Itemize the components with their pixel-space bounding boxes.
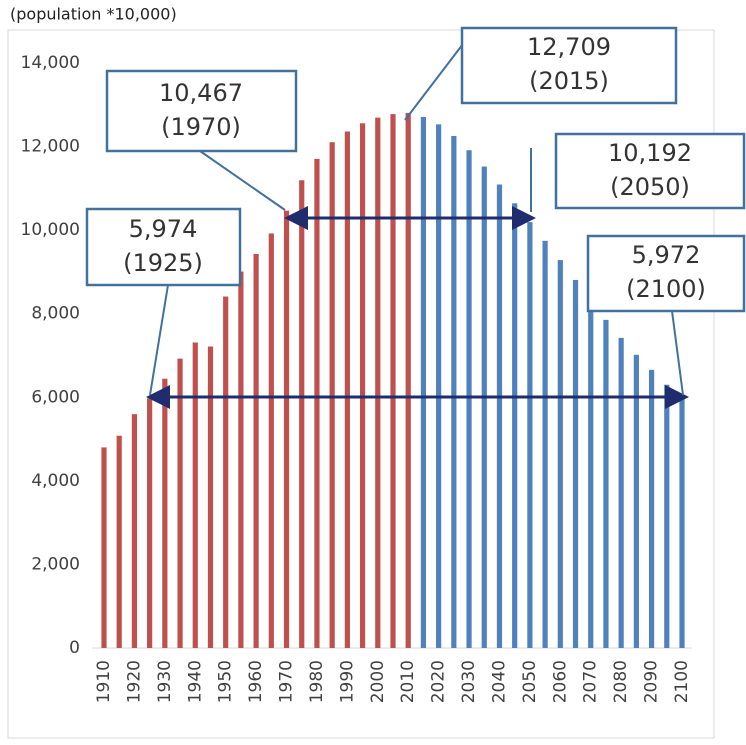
x-tick-label: 2070 [581,660,601,703]
annotation-value: 5,972 [632,241,701,269]
x-tick-label: 2090 [642,660,662,703]
bar [542,240,548,648]
annotation-box [85,207,242,287]
annotation-year: (2050) [610,173,690,201]
x-tick-label: 2000 [368,660,388,703]
annotation-value: 10,192 [608,139,692,167]
bar [268,233,274,649]
bar [557,260,563,648]
annotations: 12,709 (2015) 10,467 (1970) 10,192 (2050… [85,26,746,313]
annotation-year: (1970) [161,113,241,141]
annotation-value: 10,467 [159,79,243,107]
bar [451,135,457,648]
x-tick-label: 1970 [277,660,297,703]
x-tick-label: 1930 [155,660,175,703]
bar [405,112,411,648]
bar [375,117,381,648]
x-tick-label: 1980 [307,660,327,703]
leader-line [671,310,684,396]
x-tick-label: 1960 [246,660,266,703]
x-tick-label: 2060 [550,660,570,703]
bar [572,279,579,648]
bar [253,253,259,649]
x-tick-label: 2050 [520,660,540,703]
chart-frame [7,29,715,739]
x-tick-label: 2040 [489,660,509,703]
x-tick-label: 2080 [611,660,631,703]
y-tick-label: 14,000 [21,53,80,73]
bar [344,131,350,648]
bar [283,210,290,649]
bar [588,300,594,648]
chart-title: (population *10,000) [10,5,177,24]
x-tick-label: 2030 [459,660,479,703]
annotation-year: (2100) [626,275,706,303]
bar [527,222,533,648]
y-tick-label: 6,000 [31,387,80,407]
x-tick-label: 1950 [216,660,236,703]
annotation-year: (2015) [529,67,609,95]
bar [603,319,609,648]
y-tick-label: 10,000 [21,220,80,240]
annotation-box [105,69,298,153]
x-tick-label: 2010 [398,660,418,703]
annotation-box [554,132,746,210]
bar [223,296,229,648]
annotation-box [460,26,678,105]
y-tick-label: 4,000 [31,471,80,491]
bar [147,398,153,648]
x-tick-label: 1990 [337,660,357,703]
bar [131,414,138,648]
bar [633,354,639,648]
bar [162,378,168,648]
bar [481,166,487,649]
bar [359,123,366,649]
bar [466,150,472,648]
bar [496,184,503,648]
annotation-value: 12,709 [527,33,611,61]
bar [648,369,655,648]
x-tick-label: 2100 [672,660,692,703]
x-tick-label: 1940 [185,660,205,703]
y-tick-label: 8,000 [31,304,80,324]
bar [420,116,427,648]
annotation-value: 5,974 [129,215,198,243]
bar [618,337,624,648]
bar [664,384,670,648]
arrows [146,39,689,409]
bar [116,435,122,648]
bar [314,158,320,648]
y-tick-label: 0 [69,638,80,658]
leader-line [404,39,467,121]
leader-line [199,150,286,211]
bar [101,447,107,648]
bar [679,398,685,648]
bar [436,124,442,648]
x-tick-label: 1910 [94,660,114,703]
annotation-box [586,234,746,313]
bar [390,114,396,648]
bar [299,180,305,648]
y-tick-label: 12,000 [21,137,80,157]
annotation-year: (1925) [123,249,203,277]
bar [207,346,214,648]
x-tick-label: 2020 [429,660,449,703]
y-tick-label: 2,000 [31,554,80,574]
bar [192,342,198,648]
leader-line [149,284,169,396]
bar [512,203,518,649]
x-tick-label: 1920 [124,660,144,703]
bar [177,358,183,648]
bar [238,271,244,648]
